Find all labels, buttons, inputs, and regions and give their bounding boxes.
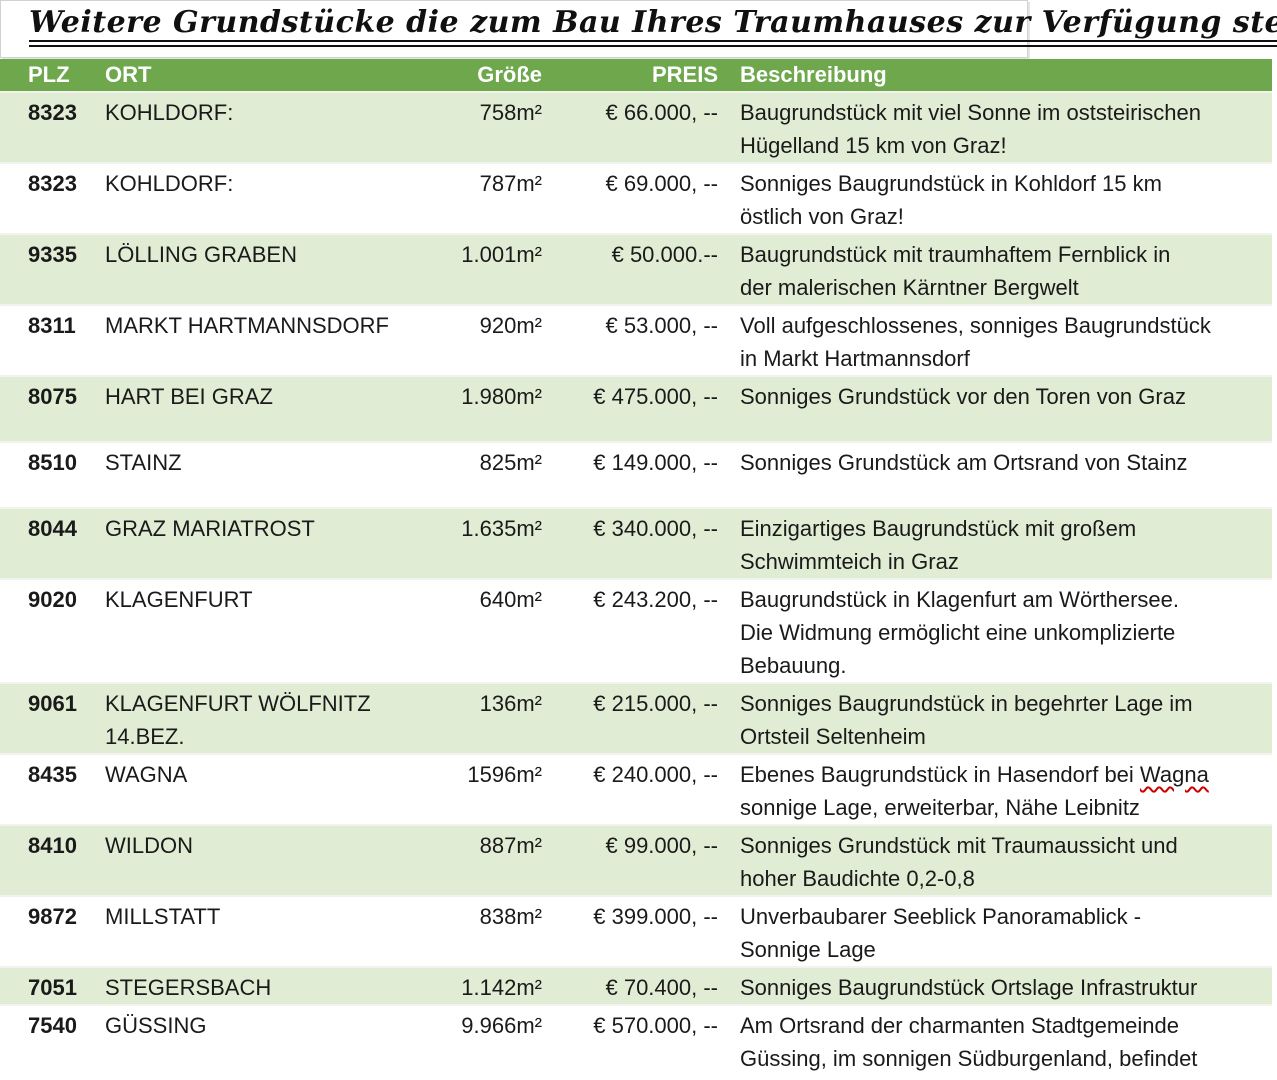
table-row: 8323 KOHLDORF: 758m² € 66.000, -- Baugru…	[0, 91, 1272, 163]
preis-cell: € 50.000.--	[550, 233, 722, 305]
beschreibung-cell: Sonniges Grundstück vor den Toren von Gr…	[722, 375, 1272, 442]
ort-cell: GRAZ MARIATROST	[95, 507, 460, 579]
table-row: 8435 WAGNA 1596m² € 240.000, -- Ebenes B…	[0, 753, 1272, 825]
title-box: Weitere Grundstücke die zum Bau Ihres Tr…	[0, 0, 1277, 58]
table-row: 8510 STAINZ 825m² € 149.000, -- Sonniges…	[0, 441, 1272, 508]
ort-cell: KOHLDORF:	[95, 91, 460, 163]
column-header-beschreibung: Beschreibung	[722, 59, 1272, 92]
misspelled-word: Wagna	[1139, 762, 1209, 787]
groesse-cell: 640m²	[460, 578, 550, 683]
ort-cell: GÜSSING	[95, 1004, 460, 1080]
table-row: 8075 HART BEI GRAZ 1.980m² € 475.000, --…	[0, 375, 1272, 442]
plz-cell: 7540	[0, 1004, 95, 1080]
table-row: 9872 MILLSTATT 838m² € 399.000, -- Unver…	[0, 895, 1272, 967]
preis-cell: € 215.000, --	[550, 682, 722, 754]
beschreibung-cell: Voll aufgeschlossenes, sonniges Baugrund…	[722, 304, 1272, 376]
preis-cell: € 570.000, --	[550, 1004, 722, 1080]
preis-cell: € 149.000, --	[550, 441, 722, 508]
beschreibung-cell: Unverbaubarer Seeblick Panoramablick - S…	[722, 895, 1272, 967]
ort-cell: KLAGENFURT WÖLFNITZ 14.BEZ.	[95, 682, 460, 754]
groesse-cell: 838m²	[460, 895, 550, 967]
groesse-cell: 136m²	[460, 682, 550, 754]
groesse-cell: 1.001m²	[460, 233, 550, 305]
groesse-cell: 920m²	[460, 304, 550, 376]
table-row: 9335 LÖLLING GRABEN 1.001m² € 50.000.-- …	[0, 233, 1272, 305]
groesse-cell: 1.980m²	[460, 375, 550, 442]
ort-cell: KLAGENFURT	[95, 578, 460, 683]
column-header-groesse: Größe	[460, 59, 550, 92]
beschreibung-cell: Baugrundstück mit viel Sonne im oststeir…	[722, 91, 1272, 163]
plz-cell: 8044	[0, 507, 95, 579]
ort-cell: KOHLDORF:	[95, 162, 460, 234]
beschreibung-cell: Sonniges Baugrundstück Ortslage Infrastr…	[722, 966, 1272, 1005]
groesse-cell: 1596m²	[460, 753, 550, 825]
plz-cell: 9335	[0, 233, 95, 305]
beschreibung-text: sonnige Lage, erweiterbar, Nähe Leibnitz	[740, 795, 1140, 820]
preis-cell: € 243.200, --	[550, 578, 722, 683]
preis-cell: € 399.000, --	[550, 895, 722, 967]
ort-cell: STAINZ	[95, 441, 460, 508]
preis-cell: € 475.000, --	[550, 375, 722, 442]
ort-cell: HART BEI GRAZ	[95, 375, 460, 442]
beschreibung-cell: Einzigartiges Baugrundstück mit großem S…	[722, 507, 1272, 579]
groesse-cell: 787m²	[460, 162, 550, 234]
ort-cell: MILLSTATT	[95, 895, 460, 967]
preis-cell: € 53.000, --	[550, 304, 722, 376]
groesse-cell: 9.966m²	[460, 1004, 550, 1080]
beschreibung-cell: Baugrundstück in Klagenfurt am Wörtherse…	[722, 578, 1272, 683]
ort-cell: WAGNA	[95, 753, 460, 825]
beschreibung-cell: Sonniges Baugrundstück in begehrter Lage…	[722, 682, 1272, 754]
plz-cell: 8435	[0, 753, 95, 825]
table-row: 8311 MARKT HARTMANNSDORF 920m² € 53.000,…	[0, 304, 1272, 376]
plz-cell: 9020	[0, 578, 95, 683]
preis-cell: € 70.400, --	[550, 966, 722, 1005]
beschreibung-cell: Sonniges Grundstück am Ortsrand von Stai…	[722, 441, 1272, 508]
preis-cell: € 99.000, --	[550, 824, 722, 896]
preis-cell: € 340.000, --	[550, 507, 722, 579]
plz-cell: 7051	[0, 966, 95, 1005]
table-row: 8410 WILDON 887m² € 99.000, -- Sonniges …	[0, 824, 1272, 896]
ort-cell: MARKT HARTMANNSDORF	[95, 304, 460, 376]
plz-cell: 8510	[0, 441, 95, 508]
plz-cell: 8311	[0, 304, 95, 376]
beschreibung-text: Ebenes Baugrundstück in Hasendorf bei	[740, 762, 1140, 787]
groesse-cell: 758m²	[460, 91, 550, 163]
preis-cell: € 66.000, --	[550, 91, 722, 163]
document-title: Weitere Grundstücke die zum Bau Ihres Tr…	[29, 5, 1277, 47]
ort-cell: WILDON	[95, 824, 460, 896]
ort-cell: STEGERSBACH	[95, 966, 460, 1005]
beschreibung-cell: Baugrundstück mit traumhaftem Fernblick …	[722, 233, 1272, 305]
table-row: 8044 GRAZ MARIATROST 1.635m² € 340.000, …	[0, 507, 1272, 579]
beschreibung-cell: Sonniges Grundstück mit Traumaussicht un…	[722, 824, 1272, 896]
header-row: PLZ ORT Größe PREIS Beschreibung	[0, 59, 1272, 92]
table-row: 9020 KLAGENFURT 640m² € 243.200, -- Baug…	[0, 578, 1272, 683]
plz-cell: 9872	[0, 895, 95, 967]
groesse-cell: 1.635m²	[460, 507, 550, 579]
plz-cell: 9061	[0, 682, 95, 754]
column-header-preis: PREIS	[550, 59, 722, 92]
table-row: 7540 GÜSSING 9.966m² € 570.000, -- Am Or…	[0, 1004, 1272, 1080]
beschreibung-cell: Sonniges Baugrundstück in Kohldorf 15 km…	[722, 162, 1272, 234]
table-row: 9061 KLAGENFURT WÖLFNITZ 14.BEZ. 136m² €…	[0, 682, 1272, 754]
table-row: 7051 STEGERSBACH 1.142m² € 70.400, -- So…	[0, 966, 1272, 1005]
ort-cell: LÖLLING GRABEN	[95, 233, 460, 305]
plz-cell: 8323	[0, 162, 95, 234]
preis-cell: € 240.000, --	[550, 753, 722, 825]
groesse-cell: 825m²	[460, 441, 550, 508]
table-row: 8323 KOHLDORF: 787m² € 69.000, -- Sonnig…	[0, 162, 1272, 234]
column-header-plz: PLZ	[0, 59, 95, 92]
plz-cell: 8323	[0, 91, 95, 163]
beschreibung-cell: Am Ortsrand der charmanten Stadtgemeinde…	[722, 1004, 1272, 1080]
groesse-cell: 887m²	[460, 824, 550, 896]
plz-cell: 8075	[0, 375, 95, 442]
column-header-ort: ORT	[95, 59, 460, 92]
beschreibung-cell: Ebenes Baugrundstück in Hasendorf bei Wa…	[722, 753, 1272, 825]
groesse-cell: 1.142m²	[460, 966, 550, 1005]
plz-cell: 8410	[0, 824, 95, 896]
preis-cell: € 69.000, --	[550, 162, 722, 234]
properties-table: PLZ ORT Größe PREIS Beschreibung 8323 KO…	[0, 59, 1272, 1080]
